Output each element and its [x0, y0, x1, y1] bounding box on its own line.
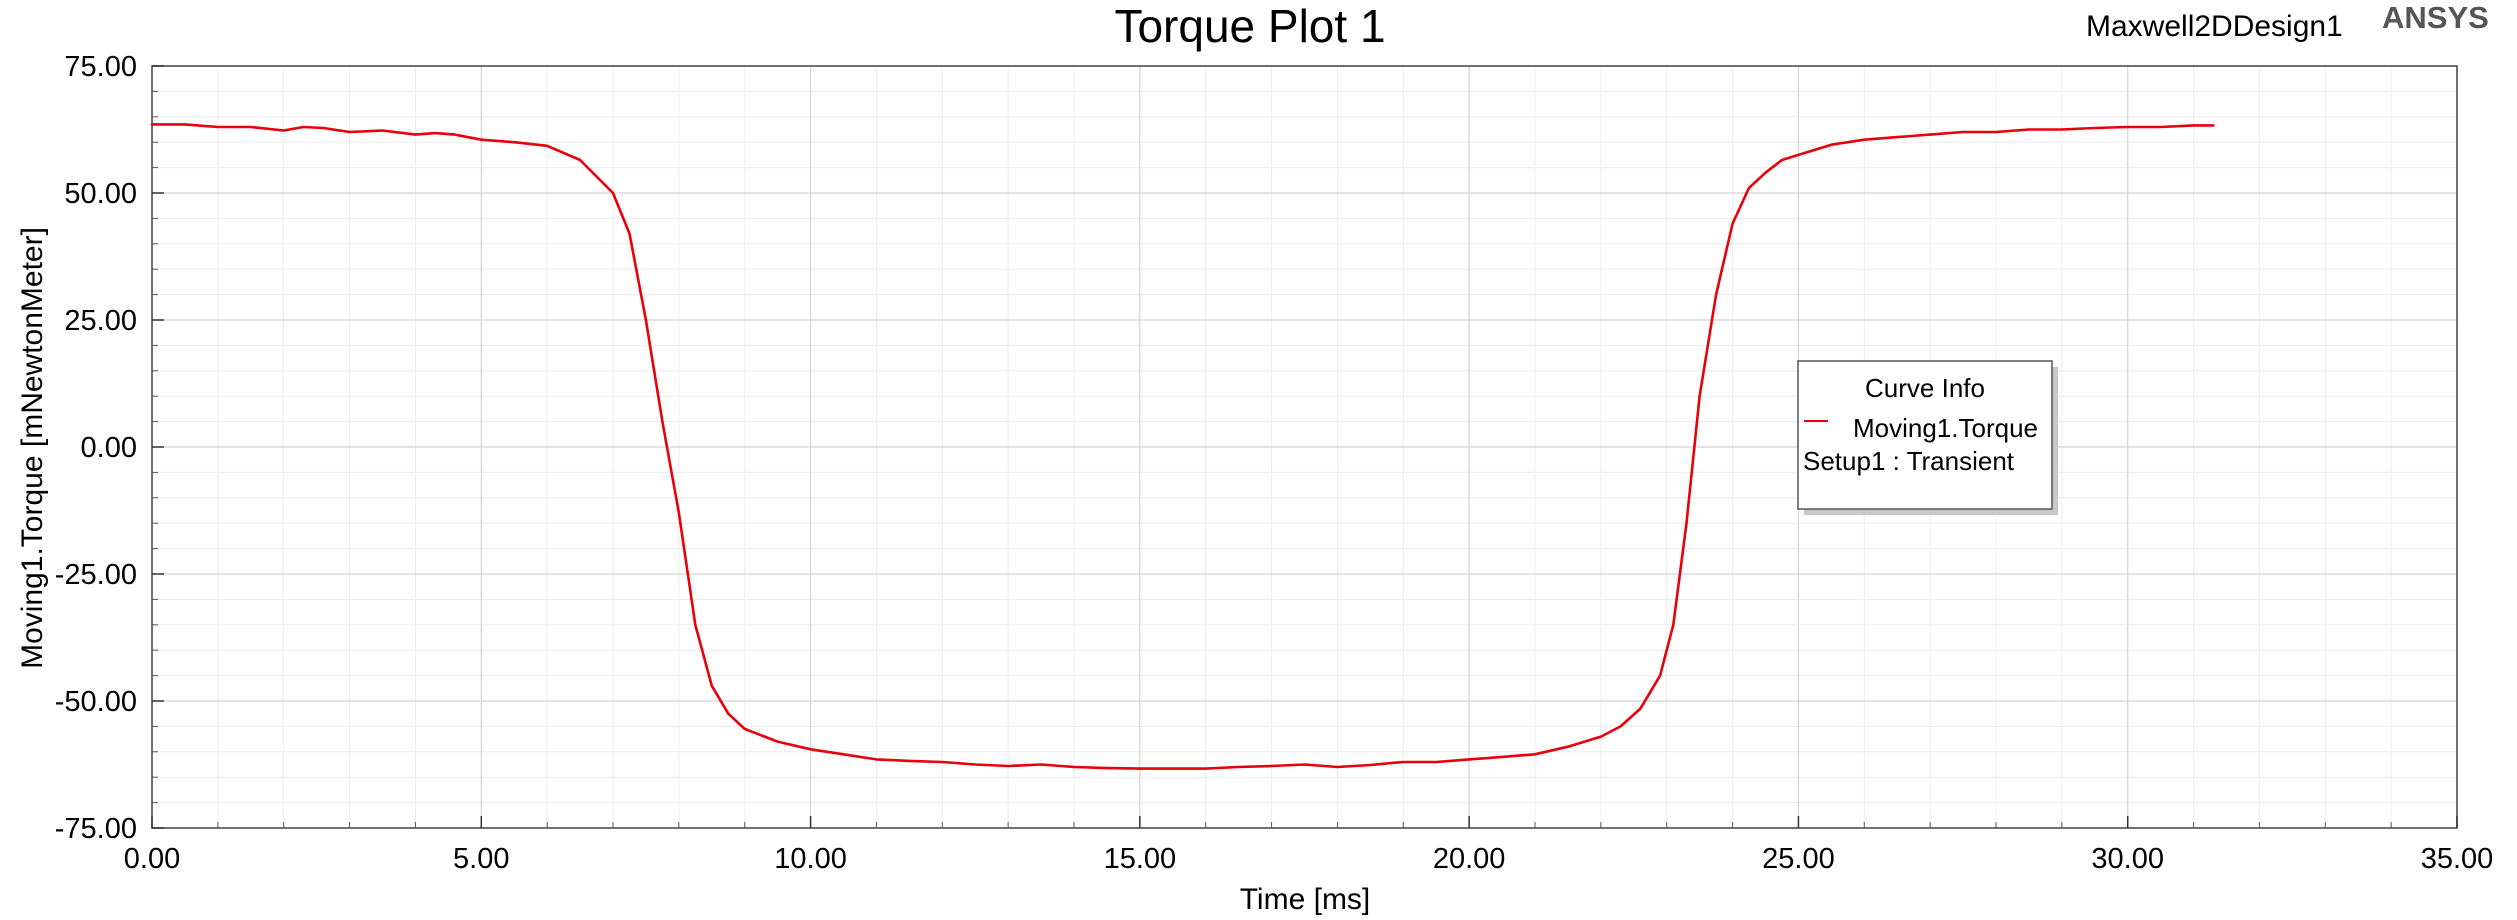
legend-entry-setup: Setup1 : Transient: [1803, 446, 2015, 476]
y-tick-label: -75.00: [55, 813, 137, 845]
x-tick-label: 5.00: [453, 843, 509, 875]
legend-title: Curve Info: [1865, 373, 1985, 403]
x-tick-label: 35.00: [2421, 843, 2494, 875]
ansys-logo: ANSYS: [2382, 0, 2489, 35]
y-axis-label: Moving1.Torque [mNewtonMeter]: [16, 227, 49, 669]
y-tick-labels: 75.00 50.00 25.00 0.00 -25.00 -50.00 -75.00: [55, 51, 137, 845]
x-tick-label: 25.00: [1762, 843, 1835, 875]
y-tick-label: 25.00: [64, 305, 137, 337]
x-tick-label: 0.00: [124, 843, 180, 875]
x-tick-label: 10.00: [774, 843, 847, 875]
y-tick-label: 75.00: [64, 51, 137, 83]
series-line-moving1-torque: [150, 123, 2215, 770]
y-tick-label: 0.00: [81, 432, 137, 464]
chart-title: Torque Plot 1: [1114, 0, 1385, 52]
legend-box: [1797, 360, 2053, 510]
y-tick-label: -50.00: [55, 686, 137, 718]
x-tick-label: 30.00: [2091, 843, 2164, 875]
y-tick-label: -25.00: [55, 559, 137, 591]
x-axis-label: Time [ms]: [1240, 883, 1371, 916]
y-tick-label: 50.00: [64, 178, 137, 210]
legend-entry-label: Moving1.Torque: [1853, 413, 2038, 443]
legend[interactable]: Curve Info Moving1.Torque Setup1 : Trans…: [1797, 360, 2058, 515]
x-tick-labels: 0.00 5.00 10.00 15.00 20.00 25.00 30.00 35.00: [124, 843, 2494, 875]
x-tick-label: 20.00: [1433, 843, 1506, 875]
series-layer: [150, 123, 2215, 770]
x-tick-label: 15.00: [1104, 843, 1177, 875]
design-name: Maxwell2DDesign1: [2086, 10, 2343, 43]
axis-ticks: [151, 65, 2458, 829]
